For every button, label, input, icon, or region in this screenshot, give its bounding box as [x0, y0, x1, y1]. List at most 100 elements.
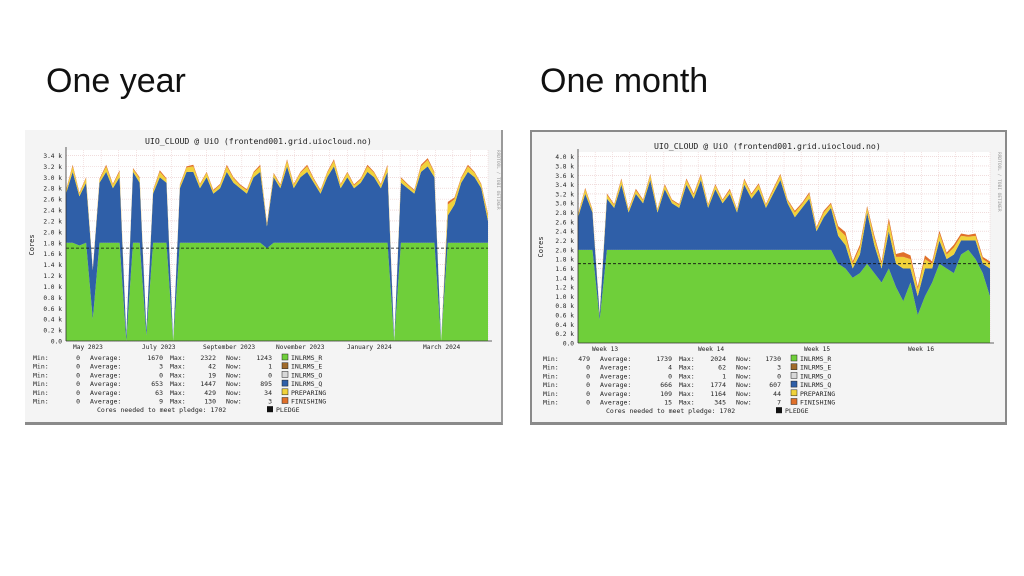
legend-cell: 1730: [765, 355, 781, 363]
legend-cell: 62: [718, 364, 726, 372]
legend-row: Min: 0 Average: 15 Max: 345 Now: 7 FINISHING: [543, 398, 835, 407]
rrdtool-credit: RRDTOOL / TOBI OETIKER: [495, 150, 501, 210]
y-tick-label: 0.0: [51, 339, 62, 346]
legend-row: Min: 0 Average: 109 Max: 1164 Now: 44 PREPARING: [543, 389, 835, 398]
legend-cell: 1739: [656, 355, 672, 363]
legend-cell: Min:: [543, 399, 559, 407]
legend-cell: 9: [159, 398, 163, 406]
y-tick-label: 3.0 k: [555, 201, 574, 208]
legend-row: Min: 0 Average: 3 Max: 42 Now: 1 INLRMS_E: [33, 362, 322, 371]
legend-cell: Max:: [170, 354, 186, 362]
legend-cell: 0: [586, 372, 590, 380]
x-tick-label: Week 16: [908, 346, 934, 353]
legend-cell: Max:: [679, 390, 695, 398]
legend-cell: Min:: [543, 381, 559, 389]
y-tick-label: 2.0 k: [43, 229, 62, 236]
area-series-inlrms-q: [66, 166, 488, 341]
legend-cell: Now:: [226, 363, 242, 371]
y-tick-label: 4.0 k: [555, 154, 574, 161]
y-tick-label: 2.2 k: [555, 238, 574, 245]
legend-cell: Max:: [679, 381, 695, 389]
area-series-inlrms-q: [578, 179, 990, 320]
legend-cell: Now:: [226, 389, 242, 397]
legend-cell: Min:: [543, 390, 559, 398]
legend-cell: Min:: [33, 389, 49, 397]
y-tick-label: 0.8 k: [555, 303, 574, 310]
legend-cell: 34: [264, 389, 272, 397]
legend-cell: Now:: [736, 390, 752, 398]
legend-cell: 0: [76, 398, 80, 406]
chart-svg-one-month: UIO_CLOUD @ UiO (frontend001.grid.uioclo…: [537, 141, 1002, 415]
legend-cell: 3: [268, 398, 272, 406]
y-tick-label: 3.2 k: [555, 191, 574, 198]
area-series-inlrms-r: [578, 249, 990, 343]
legend-cell: Now:: [736, 381, 752, 389]
legend-cell: Min:: [33, 354, 49, 362]
y-tick-label: 1.6 k: [555, 266, 574, 273]
legend-series-name: INLRMS_R: [800, 355, 831, 363]
legend-cell: Max:: [170, 363, 186, 371]
legend-cell: 0: [76, 354, 80, 362]
y-tick-label: 1.4 k: [555, 275, 574, 282]
legend-row: Min: 0 Average: 0 Max: 1 Now: 0 INLRMS_O: [543, 372, 831, 380]
legend-series-name: INLRMS_Q: [800, 381, 831, 389]
legend-cell: 1: [268, 363, 272, 371]
legend-cell: Min:: [543, 364, 559, 372]
y-tick-label: 3.8 k: [555, 163, 574, 170]
y-tick-label: 0.2 k: [555, 331, 574, 338]
y-tick-label: 0.6 k: [43, 306, 62, 313]
legend-cell: Min:: [33, 380, 49, 388]
legend-cell: 345: [714, 399, 726, 407]
legend-row: Min: 0 Average: 63 Max: 429 Now: 34 PREPARING: [33, 388, 326, 397]
legend-cell: Average:: [90, 354, 121, 362]
legend-cell: 1774: [710, 381, 726, 389]
legend-cell: 1: [722, 372, 726, 380]
legend-cell: 429: [204, 389, 216, 397]
y-axis-label: Cores: [537, 236, 545, 257]
legend-series-name: INLRMS_E: [291, 363, 322, 371]
legend-cell: 44: [773, 390, 781, 398]
legend-series-name: FINISHING: [291, 398, 326, 406]
legend-swatch: [790, 389, 798, 397]
heading-one-year: One year: [46, 62, 186, 100]
legend-cell: Average:: [90, 380, 121, 388]
legend-row: Min: 0 Average: 9 Max: 130 Now: 3 FINISHING: [33, 397, 326, 406]
y-tick-label: 2.6 k: [555, 219, 574, 226]
y-tick-label: 0.4 k: [43, 317, 62, 324]
x-tick-label: Week 13: [592, 346, 618, 353]
legend-cell: Average:: [600, 372, 631, 380]
x-tick-label: September 2023: [203, 344, 255, 351]
y-tick-label: 2.2 k: [43, 218, 62, 225]
legend-cell: 607: [769, 381, 781, 389]
legend-cell: 7: [777, 399, 781, 407]
y-tick-label: 2.4 k: [555, 229, 574, 236]
x-tick-label: May 2023: [73, 344, 103, 351]
x-tick-label: July 2023: [142, 344, 176, 351]
legend-cell: 0: [76, 371, 80, 379]
legend-cell: Max:: [170, 398, 186, 406]
y-tick-label: 3.4 k: [555, 182, 574, 189]
legend-cell: 2024: [710, 355, 726, 363]
legend-cell: Max:: [679, 355, 695, 363]
y-tick-label: 1.8 k: [555, 257, 574, 264]
legend-cell: Max:: [679, 399, 695, 407]
y-axis-label: Cores: [28, 234, 36, 255]
legend-cell: 0: [586, 399, 590, 407]
legend-cell: Average:: [600, 355, 631, 363]
y-tick-label: 3.4 k: [43, 153, 62, 160]
legend-cell: 0: [268, 371, 272, 379]
y-tick-label: 1.0 k: [43, 284, 62, 291]
legend-series-name: INLRMS_Q: [291, 380, 322, 388]
legend-cell: 1670: [147, 354, 163, 362]
legend-row: Min: 0 Average: 0 Max: 19 Now: 0 INLRMS_O: [33, 371, 322, 379]
x-tick-label: November 2023: [276, 344, 325, 351]
legend-cell: 1243: [256, 354, 272, 362]
y-tick-label: 1.2 k: [555, 285, 574, 292]
chart-svg-one-year: UIO_CLOUD @ UiO (frontend001.grid.uioclo…: [28, 136, 501, 414]
legend-series-name: INLRMS_E: [800, 364, 831, 372]
legend-cell: Now:: [226, 380, 242, 388]
legend-cell: 130: [204, 398, 216, 406]
legend-cell: 3: [777, 364, 781, 372]
legend-cell: Average:: [600, 399, 631, 407]
legend-row: Min: 0 Average: 1670 Max: 2322 Now: 1243 INLRMS_…: [33, 353, 322, 362]
